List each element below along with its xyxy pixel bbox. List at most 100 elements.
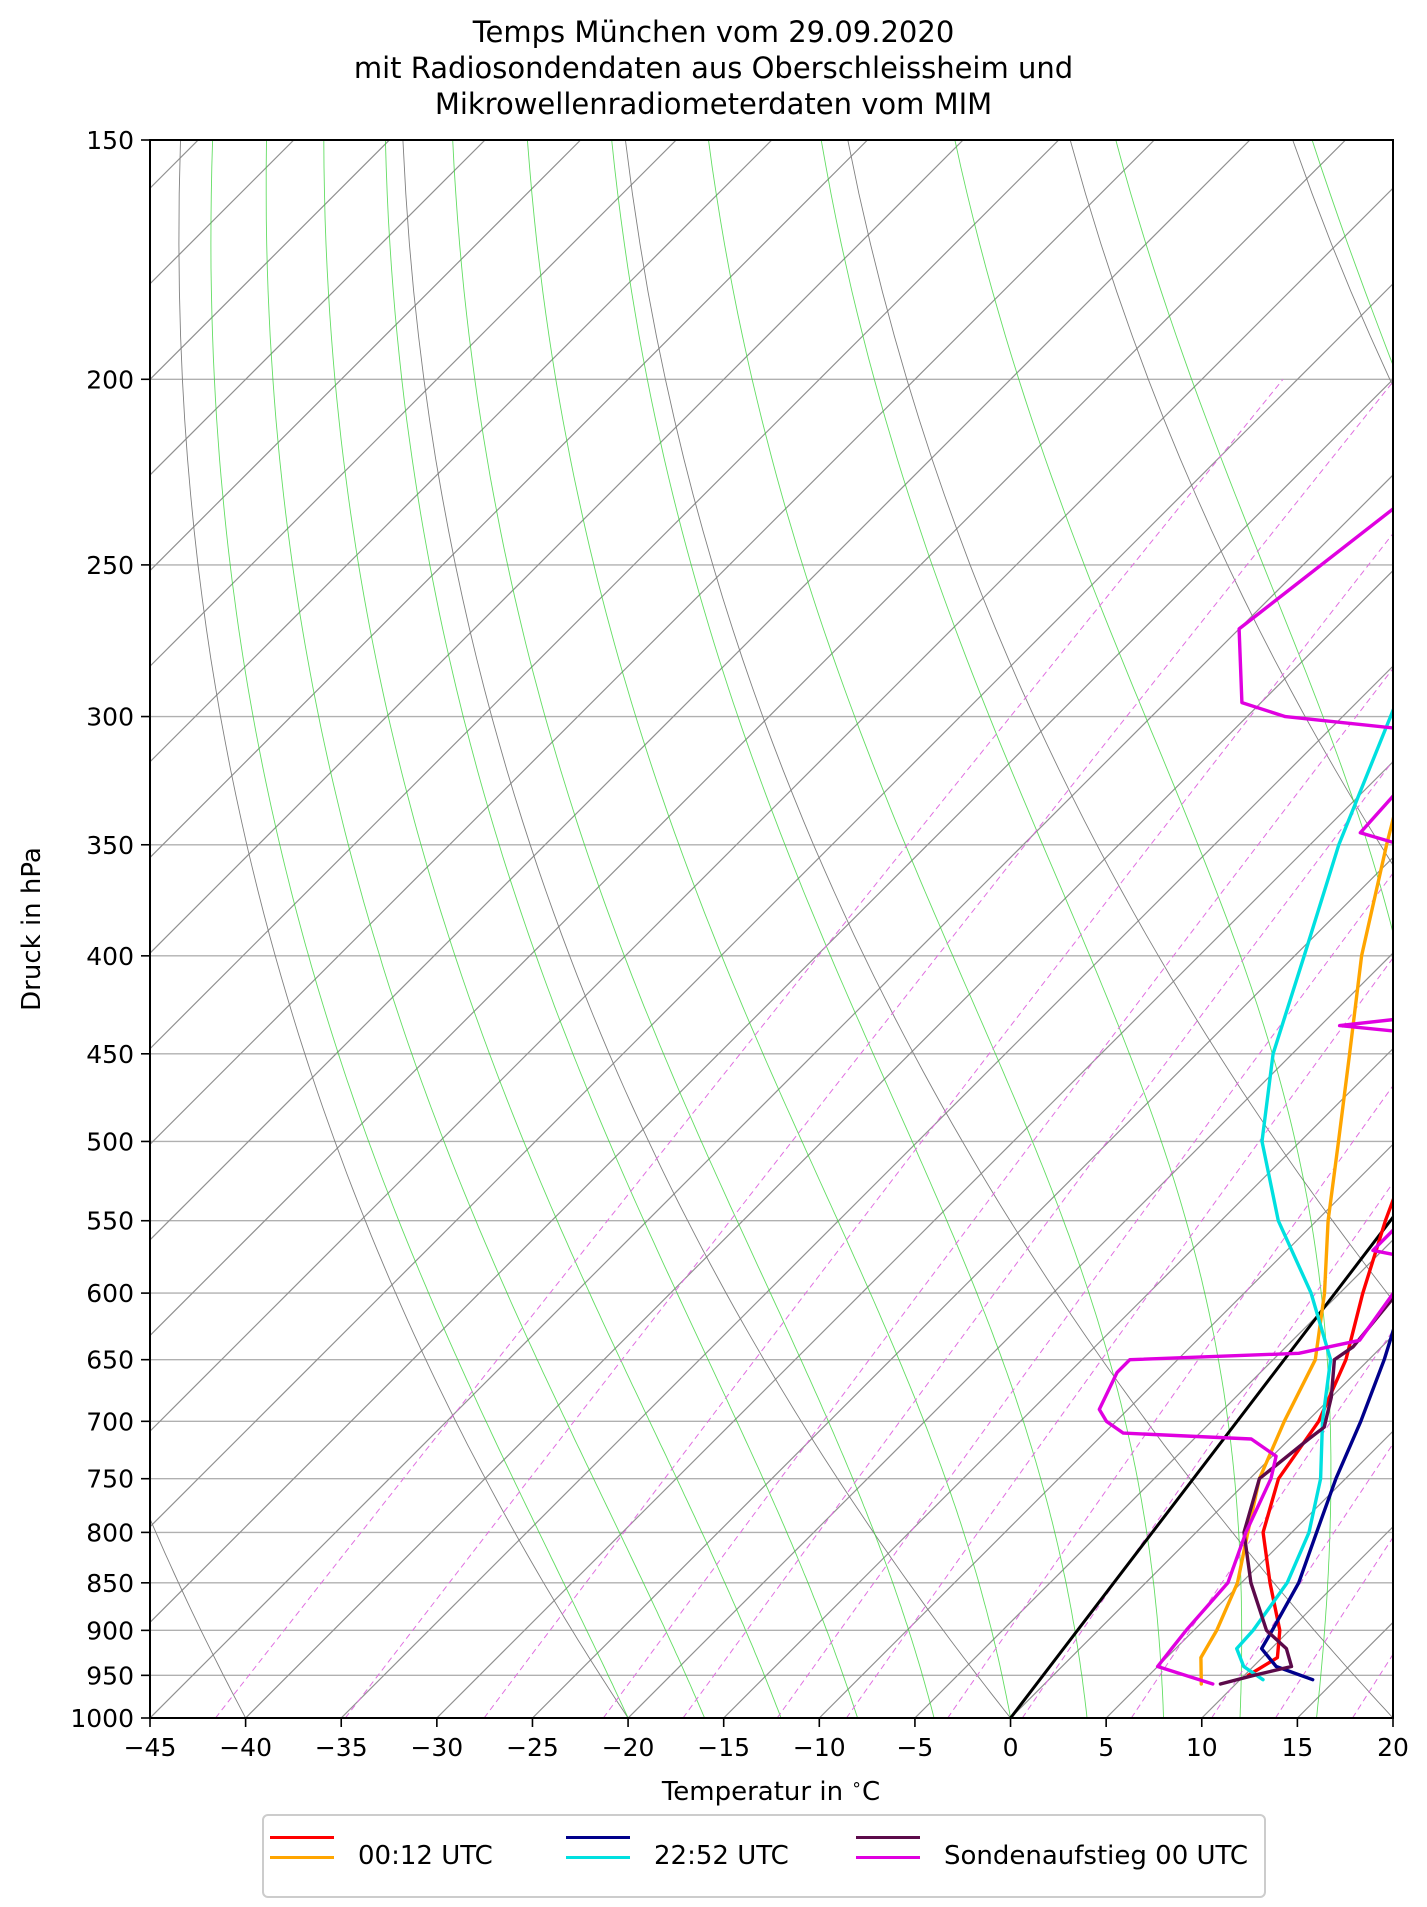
mixing-ratio-line	[776, 872, 1393, 1718]
y-tick-label: 650	[86, 1346, 134, 1375]
isotherm-line	[818, 1143, 1393, 1718]
legend-label: 00:12 UTC	[358, 1841, 493, 1871]
sounding-series-0	[1246, 1195, 1393, 1678]
isotherm-line	[1392, 1717, 1393, 1718]
plot-frame	[149, 139, 1394, 1719]
x-axis-label: Temperatur in ∘C	[661, 1775, 880, 1807]
dry-adiabat-line	[1069, 140, 1393, 866]
isotherm-line	[150, 474, 1393, 1718]
x-tick-label: −10	[793, 1733, 846, 1762]
mixing-ratio-line	[344, 381, 1393, 1718]
moist-adiabat-line	[1311, 140, 1393, 367]
isotherm-line	[436, 760, 1393, 1718]
mixing-ratio-line	[483, 532, 1393, 1718]
mixing-ratio-line	[1021, 1182, 1393, 1718]
y-tick-label: 150	[86, 126, 134, 155]
y-tick-label: 1000	[70, 1704, 134, 1733]
isotherm-line	[1010, 1334, 1393, 1718]
chart-series	[1009, 506, 1393, 1718]
y-tick-label: 450	[86, 1040, 134, 1069]
x-tick-label: 15	[1281, 1733, 1313, 1762]
x-tick-label: −45	[124, 1733, 177, 1762]
y-tick-label: 950	[86, 1661, 134, 1690]
y-tick-label: 700	[86, 1407, 134, 1436]
y-tick-label: 600	[86, 1279, 134, 1308]
x-tick-label: 0	[1003, 1733, 1019, 1762]
title-line-3: Mikrowellenradiometerdaten vom MIM	[434, 87, 993, 121]
legend-label: 22:52 UTC	[654, 1841, 789, 1871]
legend-label: Sondenaufstieg 00 UTC	[944, 1841, 1249, 1871]
moist-adiabat-line	[1115, 140, 1393, 1718]
x-tick-label: −20	[602, 1733, 655, 1762]
x-tick-label: −15	[697, 1733, 750, 1762]
chart-title: Temps München vom 29.09.2020 mit Radioso…	[0, 14, 1427, 122]
isotherm-line	[150, 140, 486, 476]
isotherm-line	[532, 856, 1393, 1718]
y-tick-label: 750	[86, 1465, 134, 1494]
isotherm-line	[245, 569, 1393, 1718]
y-tick-label: 400	[86, 942, 134, 971]
y-tick-label: 200	[86, 365, 134, 394]
y-tick-label: 550	[86, 1207, 134, 1236]
reference-line	[1009, 1214, 1393, 1718]
moist-adiabat-line	[452, 140, 935, 1718]
y-tick-label: 300	[86, 703, 134, 732]
chart-grid	[0, 140, 1427, 1718]
moist-adiabat-line	[611, 140, 1088, 1718]
moist-adiabat-line	[323, 140, 782, 1718]
x-tick-label: −25	[506, 1733, 559, 1762]
isotherm-line	[150, 140, 868, 859]
mixing-ratio-line	[215, 378, 1284, 1718]
moist-adiabat-line	[210, 140, 629, 1718]
dry-adiabat-line	[402, 140, 1011, 1718]
isotherm-line	[150, 140, 582, 572]
dry-adiabat-line	[847, 140, 1393, 1302]
mixing-ratio-line	[1130, 1329, 1393, 1718]
legend-swatch-navy	[566, 1836, 630, 1839]
isotherm-line	[627, 952, 1393, 1718]
y-tick-label: 800	[86, 1518, 134, 1547]
isotherm-line	[150, 140, 773, 763]
isotherm-line	[150, 140, 1060, 1050]
x-tick-label: −40	[219, 1733, 272, 1762]
isotherm-line	[150, 140, 1251, 1241]
isotherm-line	[0, 140, 7, 1718]
legend-swatch-red	[270, 1836, 334, 1839]
x-tick-label: 5	[1098, 1733, 1114, 1762]
isotherm-line	[150, 282, 1393, 1528]
isotherm-line	[150, 187, 1393, 1433]
mixing-ratio-line	[602, 667, 1393, 1718]
mixing-ratio-line	[1415, 379, 1427, 1718]
y-tick-label: 900	[86, 1616, 134, 1645]
x-tick-label: −35	[315, 1733, 368, 1762]
moist-adiabat-line	[265, 140, 706, 1718]
x-tick-label: −30	[410, 1733, 463, 1762]
x-tick-label: 10	[1186, 1733, 1218, 1762]
y-tick-label: 350	[86, 831, 134, 860]
chart-axes: −45 −40 −35 −30 −25 −20 −15 −10 −5 0 5 10 15 20 1000 95…	[70, 126, 1409, 1762]
moist-adiabat-line	[820, 140, 1243, 1718]
isotherm-line	[150, 140, 677, 668]
dry-adiabat-line	[150, 1517, 246, 1718]
mixing-ratio-line	[845, 957, 1393, 1718]
isotherm-line	[150, 140, 1155, 1146]
x-tick-label: −5	[896, 1733, 933, 1762]
moist-adiabat-line	[384, 140, 859, 1718]
moist-adiabat-line	[954, 140, 1332, 1718]
isotherm-line	[914, 1239, 1393, 1718]
legend-swatch-magenta	[856, 1856, 920, 1859]
x-tick-label: 20	[1377, 1733, 1409, 1762]
y-axis-label: Druck in hPa	[17, 847, 47, 1011]
sounding-series-4	[1218, 1295, 1393, 1686]
y-tick-label: 500	[86, 1127, 134, 1156]
moist-adiabat-line	[526, 140, 1011, 1718]
legend-swatch-cyan	[566, 1856, 630, 1859]
isotherm-line	[150, 140, 1346, 1337]
chart-legend: 00:12 UTC 22:52 UTC Sondenaufstieg 00 UT…	[262, 1814, 1266, 1898]
isotherm-line	[340, 665, 1393, 1718]
isotherm-line	[150, 140, 964, 954]
title-line-1: Temps München vom 29.09.2020	[472, 15, 955, 49]
isotherm-line	[723, 1047, 1393, 1718]
dry-adiabat-line	[178, 140, 629, 1718]
legend-swatch-purple	[856, 1836, 920, 1839]
